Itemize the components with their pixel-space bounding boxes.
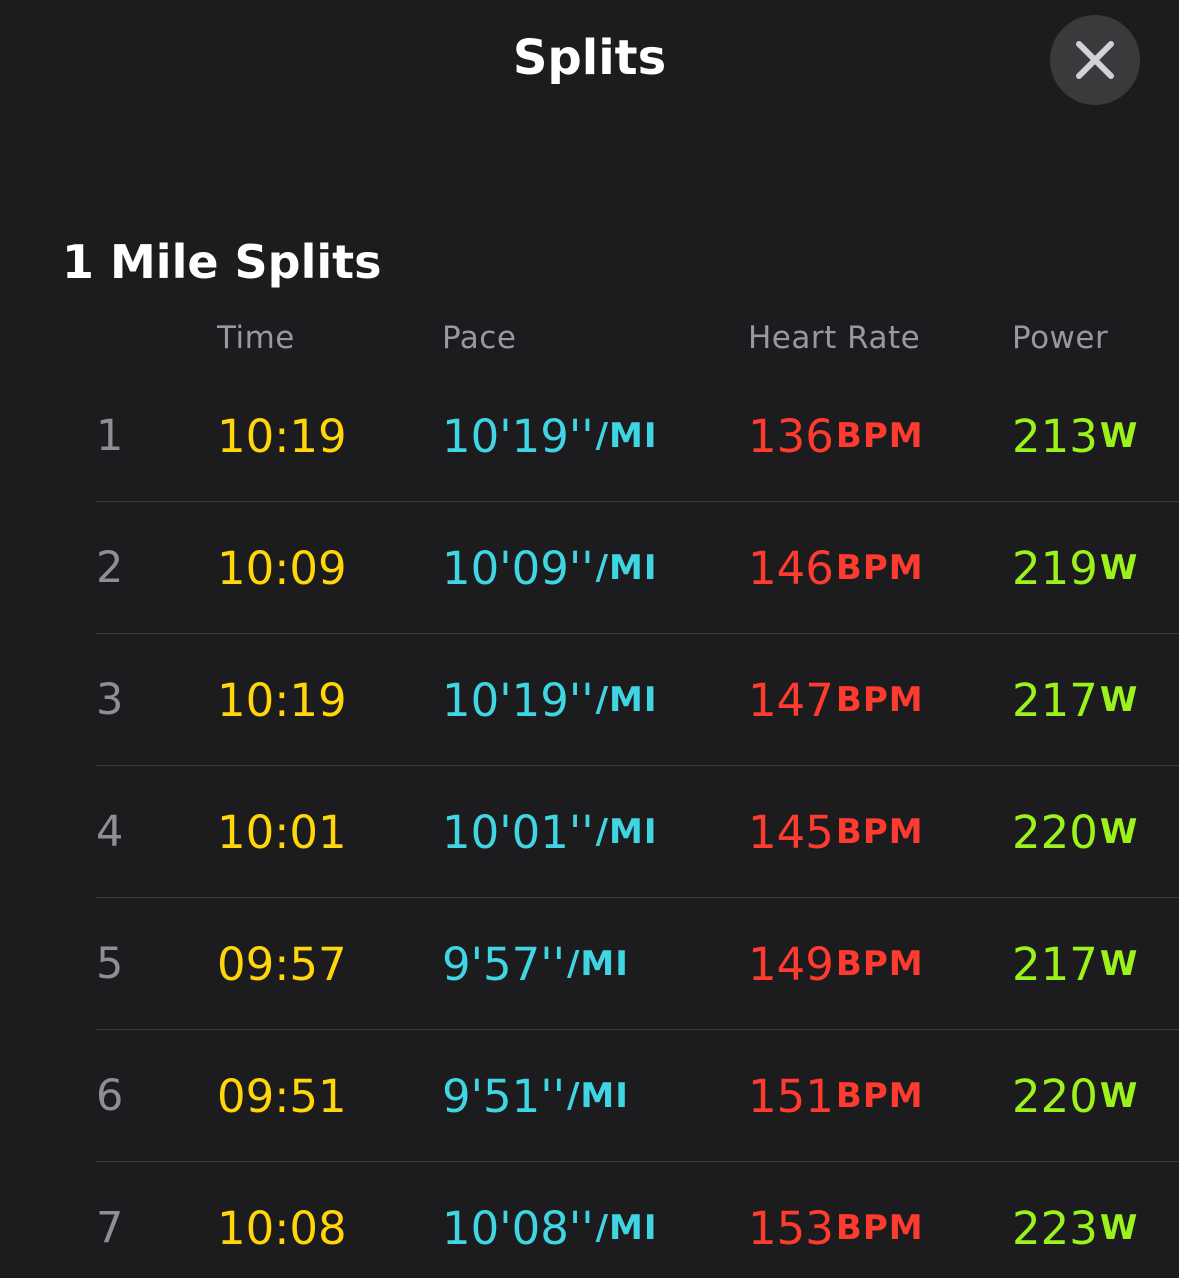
split-heart-rate: 147 BPM	[748, 634, 924, 766]
row-divider	[96, 501, 1179, 502]
heart-rate-unit: BPM	[835, 1076, 924, 1116]
split-power-value: 220	[1012, 805, 1098, 859]
split-power-value: 219	[1012, 541, 1098, 595]
split-power: 217 W	[1012, 634, 1138, 766]
pace-unit: /MI	[595, 812, 658, 852]
power-unit: W	[1099, 416, 1139, 456]
split-power: 220 W	[1012, 1030, 1138, 1162]
split-row: 5 09:57 9'57''/MI 149 BPM 217 W	[0, 898, 1179, 1030]
split-index: 7	[96, 1203, 124, 1253]
split-index: 1	[96, 411, 124, 461]
power-unit: W	[1099, 1208, 1139, 1248]
close-x-icon	[1076, 41, 1114, 79]
heart-rate-unit: BPM	[835, 416, 924, 456]
pace-unit: /MI	[595, 548, 658, 588]
split-power-value: 223	[1012, 1201, 1098, 1255]
split-time: 10:08	[217, 1201, 347, 1255]
split-power: 219 W	[1012, 502, 1138, 634]
split-pace: 10'19''/MI	[442, 370, 658, 502]
split-pace-value: 9'57''	[442, 937, 566, 991]
split-index: 2	[96, 543, 124, 593]
split-time: 10:01	[217, 805, 347, 859]
split-pace-value: 10'01''	[442, 805, 594, 859]
split-pace-value: 10'09''	[442, 541, 594, 595]
split-pace-value: 10'19''	[442, 673, 594, 727]
row-divider	[96, 1161, 1179, 1162]
heart-rate-unit: BPM	[835, 548, 924, 588]
split-pace: 9'57''/MI	[442, 898, 629, 1030]
split-time: 09:51	[217, 1069, 347, 1123]
pace-unit: /MI	[595, 416, 658, 456]
pace-unit: /MI	[567, 1076, 629, 1116]
column-header-pace: Pace	[442, 320, 517, 356]
split-pace: 10'19''/MI	[442, 634, 658, 766]
split-time: 10:09	[217, 541, 347, 595]
split-pace: 9'51''/MI	[442, 1030, 629, 1162]
split-heart-rate: 151 BPM	[748, 1030, 924, 1162]
column-header-time: Time	[217, 320, 295, 356]
split-heart-rate: 146 BPM	[748, 502, 924, 634]
split-row: 1 10:19 10'19''/MI 136 BPM 213 W	[0, 370, 1179, 502]
split-index: 3	[96, 675, 124, 725]
heart-rate-unit: BPM	[835, 944, 924, 984]
heart-rate-unit: BPM	[835, 812, 924, 852]
split-index: 6	[96, 1071, 124, 1121]
split-index: 5	[96, 939, 124, 989]
row-divider	[96, 633, 1179, 634]
split-heart-rate-value: 145	[748, 805, 834, 859]
power-unit: W	[1099, 1076, 1139, 1116]
row-divider	[96, 1029, 1179, 1030]
heart-rate-unit: BPM	[835, 1208, 924, 1248]
split-row: 6 09:51 9'51''/MI 151 BPM 220 W	[0, 1030, 1179, 1162]
split-pace: 10'01''/MI	[442, 766, 658, 898]
power-unit: W	[1099, 944, 1139, 984]
split-row: 7 10:08 10'08''/MI 153 BPM 223 W	[0, 1162, 1179, 1278]
split-power: 220 W	[1012, 766, 1138, 898]
split-power: 223 W	[1012, 1162, 1138, 1278]
pace-unit: /MI	[595, 1208, 658, 1248]
split-time: 10:19	[217, 673, 347, 727]
page-title: Splits	[512, 30, 667, 86]
heart-rate-unit: BPM	[835, 680, 924, 720]
split-heart-rate: 145 BPM	[748, 766, 924, 898]
split-power-value: 220	[1012, 1069, 1098, 1123]
row-divider	[96, 897, 1179, 898]
split-heart-rate-value: 147	[748, 673, 834, 727]
split-pace-value: 10'08''	[442, 1201, 594, 1255]
split-row: 2 10:09 10'09''/MI 146 BPM 219 W	[0, 502, 1179, 634]
split-index: 4	[96, 807, 124, 857]
split-power-value: 213	[1012, 409, 1098, 463]
split-power-value: 217	[1012, 673, 1098, 727]
split-heart-rate-value: 151	[748, 1069, 834, 1123]
split-heart-rate-value: 146	[748, 541, 834, 595]
power-unit: W	[1099, 680, 1139, 720]
power-unit: W	[1099, 812, 1139, 852]
power-unit: W	[1099, 548, 1139, 588]
split-pace-value: 10'19''	[442, 409, 594, 463]
pace-unit: /MI	[595, 680, 658, 720]
row-divider	[96, 765, 1179, 766]
section-title: 1 Mile Splits	[62, 235, 382, 289]
close-button[interactable]	[1050, 15, 1140, 105]
column-header-row: Time Pace Heart Rate Power	[0, 316, 1179, 360]
split-heart-rate: 153 BPM	[748, 1162, 924, 1278]
split-power: 217 W	[1012, 898, 1138, 1030]
split-power-value: 217	[1012, 937, 1098, 991]
split-heart-rate: 136 BPM	[748, 370, 924, 502]
split-time: 09:57	[217, 937, 347, 991]
split-pace: 10'09''/MI	[442, 502, 658, 634]
split-heart-rate: 149 BPM	[748, 898, 924, 1030]
column-header-heart-rate: Heart Rate	[748, 320, 921, 356]
split-pace-value: 9'51''	[442, 1069, 566, 1123]
split-row: 4 10:01 10'01''/MI 145 BPM 220 W	[0, 766, 1179, 898]
split-pace: 10'08''/MI	[442, 1162, 658, 1278]
split-row: 3 10:19 10'19''/MI 147 BPM 217 W	[0, 634, 1179, 766]
column-header-power: Power	[1012, 320, 1109, 356]
split-power: 213 W	[1012, 370, 1138, 502]
split-heart-rate-value: 136	[748, 409, 834, 463]
split-heart-rate-value: 153	[748, 1201, 834, 1255]
split-heart-rate-value: 149	[748, 937, 834, 991]
split-time: 10:19	[217, 409, 347, 463]
pace-unit: /MI	[567, 944, 629, 984]
